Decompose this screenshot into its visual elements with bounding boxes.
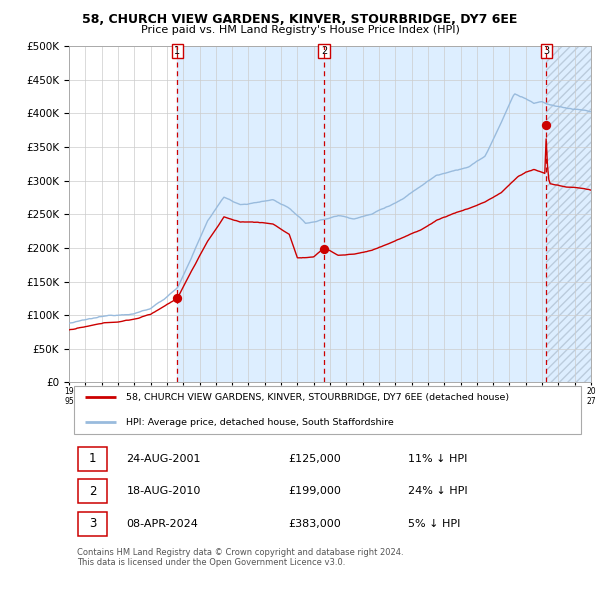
Text: Contains HM Land Registry data © Crown copyright and database right 2024.
This d: Contains HM Land Registry data © Crown c… [77, 548, 403, 567]
Text: 08-APR-2024: 08-APR-2024 [127, 519, 198, 529]
Text: 5% ↓ HPI: 5% ↓ HPI [409, 519, 461, 529]
Text: 58, CHURCH VIEW GARDENS, KINVER, STOURBRIDGE, DY7 6EE (detached house): 58, CHURCH VIEW GARDENS, KINVER, STOURBR… [127, 392, 509, 402]
Text: Price paid vs. HM Land Registry's House Price Index (HPI): Price paid vs. HM Land Registry's House … [140, 25, 460, 35]
Text: 2: 2 [89, 485, 97, 498]
Text: 3: 3 [89, 517, 97, 530]
Bar [79, 447, 107, 471]
Point [542, 120, 551, 129]
Text: 3: 3 [544, 46, 550, 56]
Text: 58, CHURCH VIEW GARDENS, KINVER, STOURBRIDGE, DY7 6EE: 58, CHURCH VIEW GARDENS, KINVER, STOURBR… [82, 13, 518, 26]
Point [173, 294, 182, 303]
Text: 24-AUG-2001: 24-AUG-2001 [127, 454, 201, 464]
Text: 24% ↓ HPI: 24% ↓ HPI [409, 486, 468, 496]
Bar [79, 479, 107, 503]
Bar [79, 512, 107, 536]
Text: £125,000: £125,000 [288, 454, 341, 464]
Text: 18-AUG-2010: 18-AUG-2010 [127, 486, 201, 496]
Point [319, 244, 329, 253]
Text: 11% ↓ HPI: 11% ↓ HPI [409, 454, 467, 464]
Bar [547, 46, 591, 382]
Text: £383,000: £383,000 [288, 519, 341, 529]
Text: HPI: Average price, detached house, South Staffordshire: HPI: Average price, detached house, Sout… [127, 418, 394, 427]
Text: £199,000: £199,000 [288, 486, 341, 496]
Text: 1: 1 [175, 46, 181, 56]
Bar [74, 386, 581, 434]
Text: 2: 2 [321, 46, 327, 56]
Text: 1: 1 [89, 452, 97, 465]
Bar [178, 46, 547, 382]
